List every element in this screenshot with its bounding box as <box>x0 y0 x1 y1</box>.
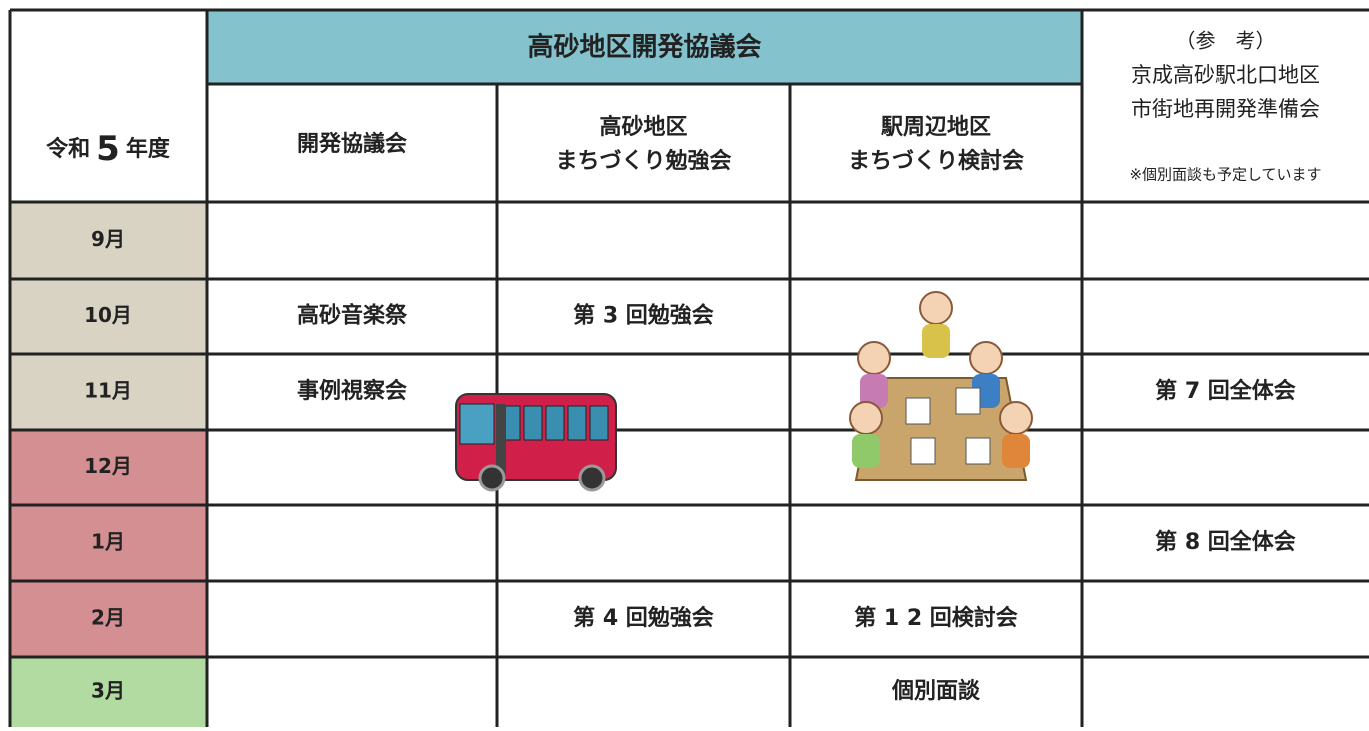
bus-window <box>545 405 565 441</box>
cell-text: 第 1 2 回検討会 <box>854 605 1018 631</box>
cell-text: 第 8 回全体会 <box>1155 529 1296 555</box>
column-header: まちづくり検討会 <box>848 148 1024 174</box>
person-head <box>857 341 891 375</box>
year-label: 令和 5 年度 <box>46 129 171 169</box>
person-head <box>919 291 953 325</box>
bus-window <box>567 405 587 441</box>
person-head <box>849 401 883 435</box>
title: 高砂地区開発協議会 <box>527 32 761 63</box>
bus-wheel <box>478 464 506 492</box>
paper <box>905 397 931 425</box>
person-head <box>969 341 1003 375</box>
title-cell <box>207 10 1082 84</box>
person-body <box>852 434 880 468</box>
month-label: 12月 <box>84 454 132 478</box>
person-body <box>860 374 888 408</box>
paper <box>910 437 936 465</box>
column-header: まちづくり勉強会 <box>555 148 731 174</box>
bus-window <box>589 405 609 441</box>
person-body <box>922 324 950 358</box>
cell-text: 事例視察会 <box>297 378 407 404</box>
bus-wheel <box>578 464 606 492</box>
cell-text: 高砂音楽祭 <box>297 303 408 329</box>
cell-text: 第 7 回全体会 <box>1155 378 1296 404</box>
reference-line: 京成高砂駅北口地区 <box>1131 63 1320 87</box>
year-part: 5 <box>96 129 120 169</box>
month-cell <box>10 430 207 505</box>
reference-line: 市街地再開発準備会 <box>1131 97 1320 121</box>
column-header: 駅周辺地区 <box>881 115 991 140</box>
reference-note: ※個別面談も予定しています <box>1129 166 1321 184</box>
month-cell <box>10 657 207 727</box>
month-cell <box>10 279 207 354</box>
month-label: 10月 <box>84 303 132 327</box>
column-header: 高砂地区 <box>599 114 687 140</box>
bus-illustration <box>455 393 617 492</box>
month-cell <box>10 202 207 279</box>
bus-window <box>523 405 543 441</box>
cell-text: 第 3 回勉強会 <box>573 303 714 329</box>
month-cell <box>10 581 207 657</box>
meeting-illustration <box>849 291 1033 481</box>
year-part: 令和 <box>46 136 90 162</box>
bus-windshield <box>459 403 495 445</box>
paper <box>965 437 991 465</box>
cell-text: 個別面談 <box>891 678 981 704</box>
person-head <box>999 401 1033 435</box>
cell-text: 第 4 回勉強会 <box>573 605 714 631</box>
reference-heading: （参 考） <box>1176 29 1276 53</box>
month-cell <box>10 505 207 581</box>
month-cell <box>10 354 207 430</box>
month-label: 1月 <box>91 530 125 554</box>
month-label: 11月 <box>84 379 132 403</box>
year-part: 年度 <box>126 136 171 162</box>
paper <box>955 387 981 415</box>
month-label: 3月 <box>91 679 125 703</box>
person-body <box>1002 434 1030 468</box>
month-label: 9月 <box>91 227 125 251</box>
column-header: 開発協議会 <box>297 131 407 157</box>
bus-door <box>496 404 506 476</box>
month-label: 2月 <box>91 606 125 630</box>
